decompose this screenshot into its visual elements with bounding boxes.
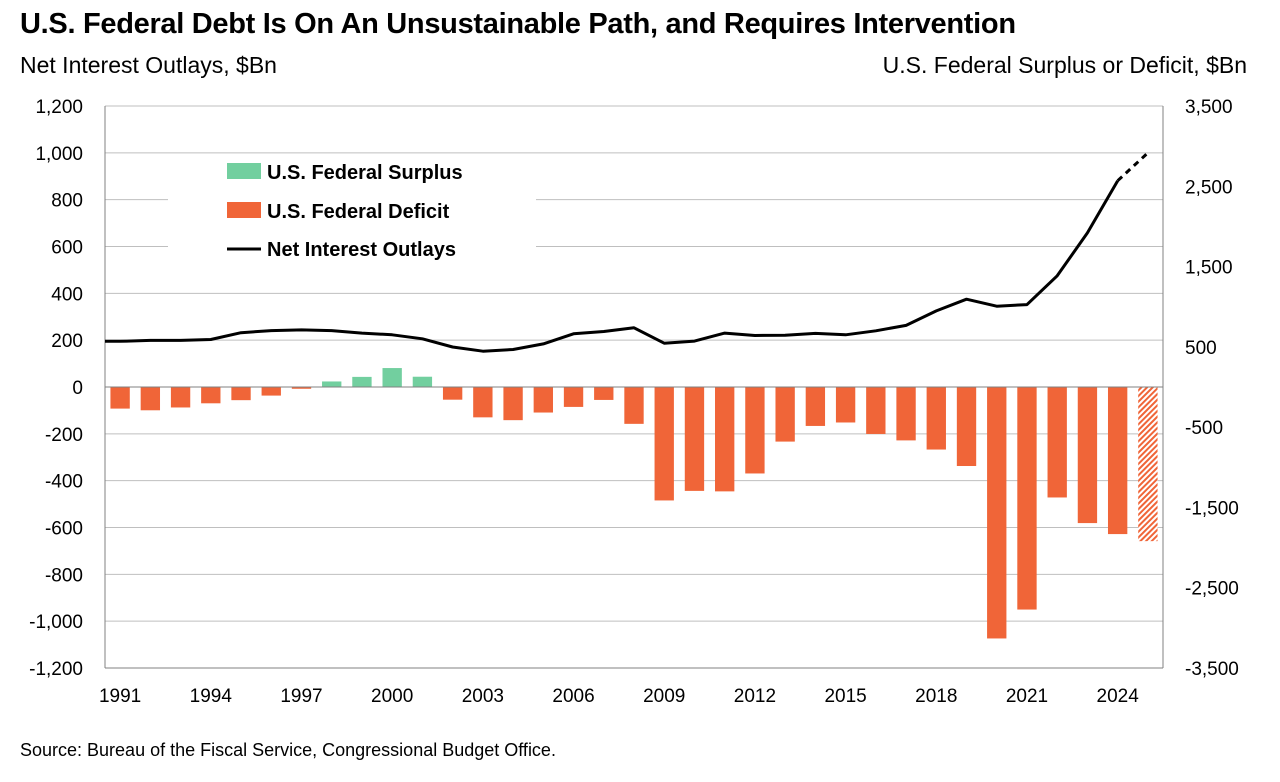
right-tick-label: -1,500 — [1185, 498, 1239, 519]
left-tick-label: -400 — [45, 472, 83, 493]
right-axis-title: U.S. Federal Surplus or Deficit, $Bn — [882, 52, 1247, 78]
left-tick-label: -600 — [45, 519, 83, 540]
legend-label-interest: Net Interest Outlays — [267, 239, 456, 261]
surplus-bar-2001 — [412, 376, 433, 387]
right-tick-label: 1,500 — [1185, 258, 1233, 279]
deficit-bar-2002 — [442, 387, 463, 400]
deficit-bar-2021 — [1017, 387, 1037, 610]
left-tick-label: 1,000 — [35, 144, 83, 165]
deficit-bar-2019 — [956, 387, 977, 467]
left-tick-label: 200 — [51, 331, 83, 352]
x-tick-label: 2015 — [824, 686, 866, 707]
x-tick-label: 1991 — [99, 686, 141, 707]
deficit-bar-2013 — [775, 387, 795, 442]
right-tick-label: 500 — [1185, 338, 1217, 359]
x-tick-label: 2018 — [915, 686, 957, 707]
left-tick-label: 0 — [72, 378, 83, 399]
x-tick-label: 2009 — [643, 686, 685, 707]
x-tick-label: 1994 — [190, 686, 233, 707]
deficit-bar-1991 — [110, 387, 130, 409]
right-tick-label: 3,500 — [1185, 97, 1233, 118]
interest-line-actual — [105, 179, 1119, 353]
surplus-bar-2000 — [382, 368, 402, 387]
legend: U.S. Federal Surplus U.S. Federal Deficit… — [168, 156, 536, 264]
surplus-bar-1999 — [352, 376, 372, 387]
deficit-bar-2006 — [563, 387, 584, 407]
tick-labels: 1,2001,0008006004002000-200-400-600-800-… — [29, 97, 1239, 707]
deficit-bar-1994 — [201, 387, 221, 404]
right-tick-label: -3,500 — [1185, 659, 1239, 680]
projected-deficit-bar-2025 — [1138, 387, 1158, 542]
deficit-bar-2018 — [926, 387, 946, 450]
left-tick-label: 800 — [51, 191, 83, 212]
deficit-bar-2015 — [835, 387, 856, 423]
deficit-bar-1993 — [170, 387, 191, 408]
deficit-bar-2003 — [473, 387, 493, 418]
deficit-bar-2005 — [533, 387, 553, 413]
deficit-bar-2020 — [987, 387, 1007, 639]
interest-line-projected — [1116, 151, 1149, 182]
deficit-bar-2014 — [805, 387, 826, 426]
plot-frame — [104, 106, 1164, 669]
x-tick-label: 1997 — [280, 686, 322, 707]
x-tick-label: 2024 — [1097, 686, 1140, 707]
legend-label-surplus: U.S. Federal Surplus — [267, 162, 463, 184]
deficit-bar-2023 — [1077, 387, 1098, 524]
deficit-bar-2024 — [1107, 387, 1128, 535]
left-tick-label: 400 — [51, 284, 83, 305]
source-note: Source: Bureau of the Fiscal Service, Co… — [20, 740, 556, 760]
legend-swatch-surplus — [227, 163, 261, 179]
deficit-bar-2004 — [503, 387, 523, 421]
deficit-bar-2017 — [896, 387, 916, 441]
deficit-bar-2009 — [654, 387, 674, 501]
deficit-bar-1995 — [231, 387, 251, 401]
deficit-bar-2016 — [866, 387, 886, 434]
deficit-bar-2010 — [684, 387, 705, 491]
x-tick-label: 2000 — [371, 686, 413, 707]
surplus-bar-1998 — [322, 381, 342, 387]
deficit-bar-2011 — [715, 387, 735, 492]
deficit-bar-2012 — [745, 387, 765, 474]
deficit-bar-1992 — [140, 387, 161, 411]
x-tick-label: 2012 — [734, 686, 776, 707]
deficit-bar-2007 — [594, 387, 614, 400]
legend-swatch-deficit — [227, 202, 261, 218]
left-tick-label: 1,200 — [35, 97, 83, 118]
x-tick-label: 2006 — [552, 686, 594, 707]
bars — [110, 368, 1158, 639]
x-tick-label: 2003 — [462, 686, 504, 707]
deficit-bar-2008 — [624, 387, 644, 424]
deficit-bar-1996 — [261, 387, 281, 396]
right-tick-label: -2,500 — [1185, 579, 1239, 600]
left-tick-label: -1,000 — [29, 612, 83, 633]
left-axis-title: Net Interest Outlays, $Bn — [20, 52, 277, 78]
interest-line — [105, 151, 1149, 353]
deficit-bar-2022 — [1047, 387, 1067, 498]
x-tick-label: 2021 — [1006, 686, 1048, 707]
right-tick-label: -500 — [1185, 418, 1223, 439]
left-tick-label: 600 — [51, 238, 83, 259]
chart-title: U.S. Federal Debt Is On An Unsustainable… — [20, 8, 1016, 40]
left-tick-label: -200 — [45, 425, 83, 446]
deficit-bar-1997 — [291, 387, 312, 389]
right-tick-label: 2,500 — [1185, 177, 1233, 198]
left-tick-label: -800 — [45, 565, 83, 586]
legend-label-deficit: U.S. Federal Deficit — [267, 201, 450, 223]
left-tick-label: -1,200 — [29, 659, 83, 680]
